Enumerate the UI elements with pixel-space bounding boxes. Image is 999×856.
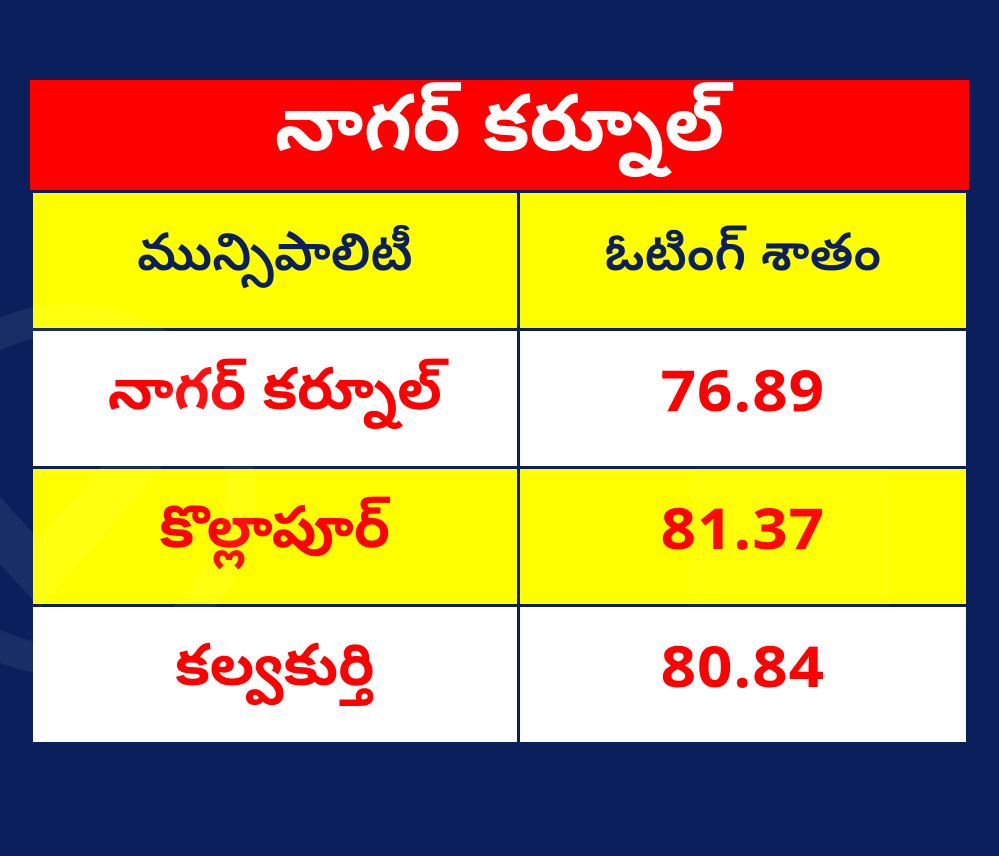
title-bar: నాగర్ కర్నూల్: [30, 80, 969, 190]
table-row: కొల్లాపూర్ 81.37: [32, 468, 968, 606]
voting-value: 80.84: [518, 606, 967, 744]
table-row: కల్వకుర్తి 80.84: [32, 606, 968, 744]
table-header-row: మున్సిపాలిటీ ఓటింగ్ శాతం: [32, 192, 968, 330]
voting-value: 81.37: [518, 468, 967, 606]
table-row: నాగర్ కర్నూల్ 76.89: [32, 330, 968, 468]
municipality-name: కొల్లాపూర్: [32, 468, 519, 606]
header-voting-percent: ఓటింగ్ శాతం: [518, 192, 967, 330]
header-municipality: మున్సిపాలిటీ: [32, 192, 519, 330]
municipality-name: నాగర్ కర్నూల్: [32, 330, 519, 468]
district-title: నాగర్ కర్నూల్: [275, 96, 724, 174]
voting-table: మున్సిపాలిటీ ఓటింగ్ శాతం నాగర్ కర్నూల్ 7…: [30, 190, 969, 745]
voting-value: 76.89: [518, 330, 967, 468]
municipality-name: కల్వకుర్తి: [32, 606, 519, 744]
